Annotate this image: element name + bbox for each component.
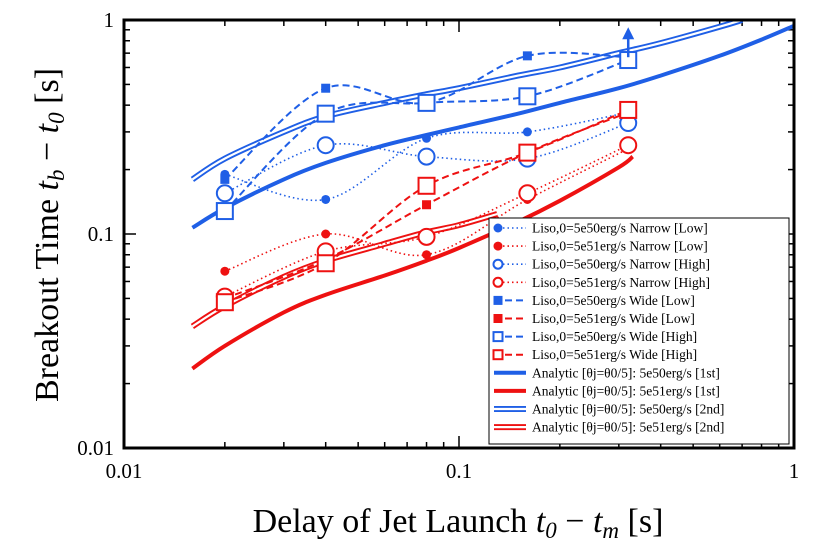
x-axis-title: Delay of Jet Launch t0 − tm [s] — [253, 503, 664, 543]
legend-label: Liso,0=5e50erg/s Narrow [Low] — [532, 221, 708, 236]
data-point — [619, 136, 638, 155]
data-point — [316, 254, 335, 273]
data-point — [417, 227, 436, 246]
x-axis-title-sub1: 0 — [545, 518, 557, 543]
data-point — [492, 349, 504, 361]
legend-label: Liso,0=5e50erg/s Wide [High] — [532, 329, 697, 344]
legend-label: Analytic [θj=θ0/5]: 5e50erg/s [1st] — [532, 365, 720, 380]
legend-label: Liso,0=5e50erg/s Narrow [High] — [532, 257, 710, 272]
legend-label: Liso,0=5e51erg/s Narrow [High] — [532, 275, 710, 290]
data-point — [493, 314, 503, 323]
legend: Liso,0=5e50erg/s Narrow [Low] Liso,0=5e51… — [488, 217, 790, 445]
legend-label: Liso,0=5e51erg/s Wide [Low] — [532, 311, 695, 326]
legend-label: Analytic [θj=θ0/5]: 5e51erg/s [2nd] — [532, 420, 724, 435]
legend-item: Analytic [θj=θ0/5]: 5e50erg/s [2nd] — [494, 402, 724, 417]
x-axis-title-prefix: Delay of Jet Launch — [253, 503, 536, 540]
series-line-4 — [224, 51, 629, 181]
legend-label: Liso,0=5e50erg/s Wide [Low] — [532, 293, 695, 308]
data-point — [518, 143, 537, 162]
legend-item: Liso,0=5e50erg/s Wide [High] — [492, 329, 697, 344]
legend-label: Liso,0=5e51erg/s Wide [High] — [532, 347, 697, 362]
y-axis-title-suffix: [s] — [29, 68, 66, 112]
legend-item: Liso,0=5e50erg/s Narrow [Low] — [493, 221, 708, 236]
data-point — [492, 258, 504, 270]
data-point — [417, 93, 436, 112]
data-point — [215, 202, 234, 221]
x-tick-label: 1 — [789, 459, 800, 483]
data-point — [492, 276, 504, 288]
legend-label: Analytic [θj=θ0/5]: 5e50erg/s [2nd] — [532, 402, 724, 417]
data-point — [422, 250, 432, 260]
tick-labels: 0.01 0.1 1 0.01 0.1 1 — [77, 8, 799, 483]
legend-item: Analytic [θj=θ0/5]: 5e51erg/s [2nd] — [494, 420, 724, 435]
y-tick-label: 0.01 — [77, 436, 114, 460]
series-line-9 — [191, 155, 635, 371]
data-point — [518, 184, 537, 203]
data-point — [321, 194, 331, 204]
legend-item: Liso,0=5e51erg/s Narrow [Low] — [493, 239, 708, 254]
y-axis-title: Breakout Time tb − t0 [s] — [29, 68, 69, 402]
legend-item: Liso,0=5e50erg/s Wide [Low] — [493, 293, 695, 308]
data-point — [316, 104, 335, 123]
x-axis-title-var2: t — [593, 503, 604, 540]
data-point — [422, 133, 432, 143]
series-line-8 — [191, 23, 794, 230]
data-point — [492, 331, 504, 343]
legend-label: Liso,0=5e51erg/s Narrow [Low] — [532, 239, 708, 254]
data-point — [321, 229, 331, 239]
data-point — [215, 184, 234, 203]
x-axis-title-suffix: [s] — [619, 503, 663, 540]
legend-item: Liso,0=5e51erg/s Wide [High] — [492, 347, 697, 362]
y-tick-label: 1 — [104, 8, 115, 32]
data-point — [220, 266, 230, 276]
x-axis-title-sub2: m — [602, 518, 619, 543]
data-point — [215, 293, 234, 312]
legend-item: Liso,0=5e51erg/s Wide [Low] — [493, 311, 695, 326]
series-line-10-inner — [191, 20, 743, 181]
up-arrow-icon — [622, 27, 635, 40]
marker-layer — [215, 27, 638, 312]
y-axis-title-sub2: 0 — [44, 112, 69, 124]
data-point — [493, 295, 503, 305]
data-point — [522, 51, 532, 61]
legend-item: Liso,0=5e50erg/s Narrow [High] — [492, 257, 710, 272]
y-axis-title-prefix: Breakout Time — [29, 190, 66, 402]
legend-box — [488, 217, 790, 445]
legend-item: Analytic [θj=θ0/5]: 5e50erg/s [1st] — [494, 365, 720, 380]
data-point — [422, 200, 432, 210]
y-axis-title-var2: t — [29, 122, 66, 133]
y-axis-title-sub1: b — [44, 170, 69, 182]
data-point — [321, 83, 331, 93]
data-point — [619, 100, 638, 119]
data-point — [493, 223, 503, 233]
data-point — [417, 176, 436, 195]
legend-item: Liso,0=5e51erg/s Narrow [High] — [492, 275, 710, 290]
series-line-0 — [224, 111, 629, 202]
x-axis-title-var1: t — [536, 503, 547, 540]
data-point — [522, 127, 532, 137]
data-point — [417, 147, 436, 166]
y-axis-title-op: − — [29, 133, 66, 169]
x-tick-label: 0.01 — [106, 459, 143, 483]
data-point — [493, 241, 503, 251]
y-axis-title-var1: t — [29, 179, 66, 190]
data-point — [316, 136, 335, 155]
y-tick-label: 0.1 — [88, 222, 114, 246]
plot-frame — [122, 18, 796, 450]
data-point — [518, 87, 537, 106]
x-tick-label: 0.1 — [446, 459, 472, 483]
x-axis-title-op: − — [557, 503, 593, 540]
data-point — [220, 174, 230, 184]
legend-item: Analytic [θj=θ0/5]: 5e51erg/s [1st] — [494, 383, 720, 398]
legend-label: Analytic [θj=θ0/5]: 5e51erg/s [1st] — [532, 383, 720, 398]
